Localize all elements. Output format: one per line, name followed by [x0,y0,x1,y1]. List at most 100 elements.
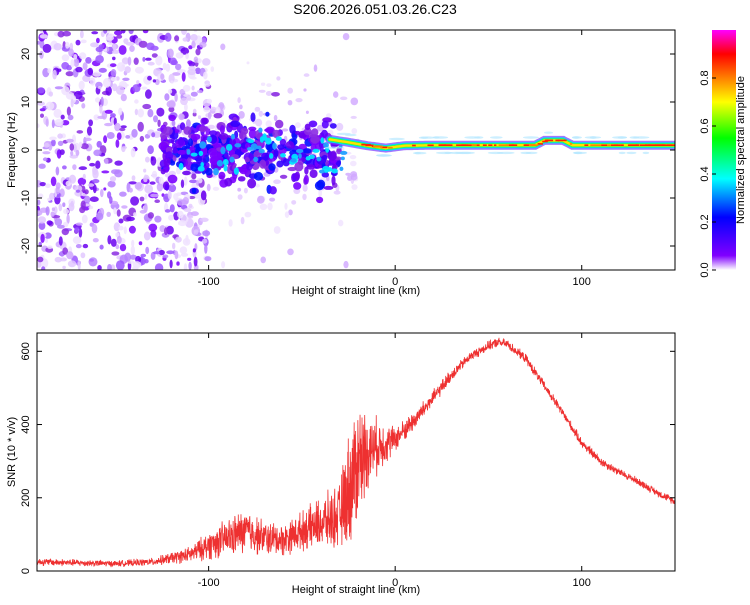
spectrogram-cluster-hotspot [258,127,263,133]
spectrogram-noise-blob [204,256,212,262]
spectrogram-cluster-hotspot [190,152,198,157]
spectrogram-cluster-blob [321,120,329,129]
spectrogram-noise-blob [96,37,100,44]
spectrogram-noise-blob [128,30,134,35]
colorbar-tick-label: 0.6 [699,118,711,133]
spectrogram-noise-blob [47,68,51,74]
spectrogram-cluster-blob [237,176,246,182]
spectrogram-cluster-blob [253,171,264,181]
spectrogram-cluster-hotspot [247,139,255,144]
snr-xtick-label: -100 [198,577,220,589]
spectrogram-noise-blob [134,182,142,190]
spectrogram-cluster-blob [321,129,328,139]
spectrogram-noise-blob [85,57,92,64]
spectrogram-noise-blob [181,72,186,82]
tone-track-shoulder [336,132,351,136]
spectrogram-noise-blob [133,212,137,217]
spectrogram-cluster-blob [273,148,279,158]
spectrogram-cluster-blob [172,148,179,154]
spectrogram-noise-blob [147,145,154,155]
spectrogram-noise-blob [89,196,99,202]
spectrogram-noise-blob [350,160,357,167]
spectrogram-noise-blob [76,189,80,193]
spectrogram-noise-blob [127,56,132,66]
spectrogram-cluster-hotspot [256,145,262,150]
spectrogram-cluster-hotspot [197,166,205,172]
spectrogram-noise-blob [199,217,209,222]
spectrogram-cluster-blob [264,154,269,160]
spectrogram-noise-blob [93,149,102,157]
spectrogram-noise-blob [351,184,358,190]
spectrogram-cluster-hotspot [298,153,302,159]
spectrogram-noise-blob [183,208,192,212]
spectrogram-noise-blob [131,175,136,181]
spectrogram-noise-blob [180,47,190,55]
spectrogram-noise-blob [168,73,175,84]
spectrogram-noise-blob [237,194,243,200]
spectrogram-cluster-hotspot [275,136,282,141]
spectrogram-noise-blob [37,256,44,263]
snr-ytick-label: 200 [20,489,32,507]
spectrogram-ytick-label: -20 [20,238,32,254]
spectrogram-noise-blob [147,61,155,66]
spectrogram-cluster-blob [204,167,213,176]
spectrogram-cluster-hotspot [199,141,207,149]
spectrogram-noise-blob [128,225,136,234]
spectrogram-noise-blob [98,85,102,90]
spectrogram-noise-blob [46,220,53,226]
spectrogram-noise-blob [257,195,265,204]
spectrogram-noise-blob [168,214,174,221]
spectrogram-noise-blob [75,222,83,226]
tone-track-shoulder [525,151,538,155]
spectrogram-noise-blob [171,120,176,127]
spectrogram-noise-blob [153,115,158,123]
spectrogram-noise-blob [50,211,55,217]
spectrogram-noise-blob [100,189,104,198]
spectrogram-noise-blob [181,30,187,35]
spectrogram-noise-blob [45,101,55,111]
spectrogram-noise-blob [326,113,332,118]
spectrogram-noise-blob [88,205,94,210]
spectrogram-noise-blob [145,156,150,163]
spectrogram-noise-blob [82,243,89,249]
spectrogram-cluster-blob [168,114,176,122]
spectrogram-noise-blob [220,43,226,51]
spectrogram-cluster-hotspot [233,167,239,175]
snr-ylabel: SNR (10 * v/v) [6,417,18,487]
spectrogram-noise-blob [153,251,161,255]
spectrogram-noise-blob [113,222,121,232]
spectrogram-noise-blob [333,190,341,195]
spectrogram-cluster-hotspot [226,143,233,151]
spectrogram-noise-blob [350,97,359,106]
spectrogram-noise-blob [145,89,152,99]
spectrogram-cluster-blob [244,157,250,163]
spectrogram-cluster-blob [316,179,326,189]
spectrogram-noise-blob [195,67,201,75]
spectrogram-noise-blob [179,246,188,254]
spectrogram-noise-blob [37,123,40,129]
spectrogram-noise-blob [154,199,160,203]
spectrogram-noise-blob [59,149,65,156]
spectrogram-noise-blob [119,191,127,197]
spectrogram-noise-blob [192,248,196,253]
spectrogram-noise-blob [62,202,66,207]
spectrogram-noise-blob [99,104,103,114]
spectrogram-noise-blob [109,63,117,68]
spectrogram-noise-blob [142,103,152,110]
spectrogram-cluster-blob [240,127,249,135]
spectrogram-noise-blob [139,196,145,202]
tone-track-shoulder [449,151,464,155]
spectrogram-noise-blob [190,34,198,41]
spectrogram-cluster-blob [287,166,297,172]
spectrogram-cluster-blob [160,168,166,175]
spectrogram-noise-blob [149,181,156,185]
snr-series-line [37,337,675,568]
spectrogram-noise-blob [95,160,101,169]
spectrogram-noise-blob [313,64,318,72]
spectrogram-noise-blob [95,97,101,103]
spectrogram-noise-blob [45,206,50,216]
spectrogram-cluster-blob [323,185,334,190]
spectrogram-cluster-hotspot [206,136,212,143]
spectrogram-noise-blob [302,193,307,201]
